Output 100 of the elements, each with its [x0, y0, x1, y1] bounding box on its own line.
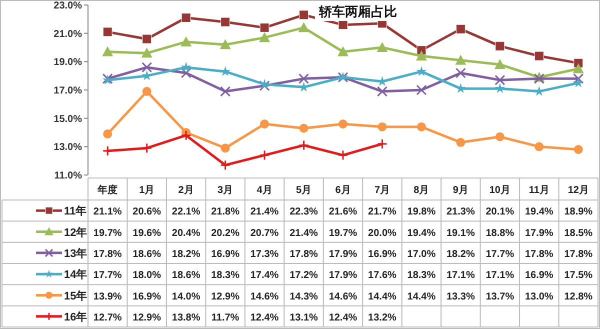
- point: [416, 84, 427, 96]
- point: [495, 41, 505, 51]
- data-label: 21.6%: [328, 206, 358, 218]
- data-label: 17.8%: [524, 248, 554, 260]
- x-tick-label: 1月: [139, 185, 155, 196]
- data-label: 19.8%: [407, 206, 436, 218]
- data-label: 21.3%: [446, 206, 475, 218]
- data-label: 20.6%: [132, 206, 162, 218]
- point: [376, 138, 388, 150]
- x-tick-label: 年度: [96, 184, 118, 196]
- point: [298, 73, 310, 84]
- point: [102, 27, 112, 37]
- point: [141, 48, 152, 58]
- data-label: 16.9%: [132, 291, 162, 302]
- data-label: 19.4%: [524, 206, 554, 218]
- data-label: 14.4%: [407, 291, 436, 302]
- x-tick-label: 6月: [335, 185, 351, 196]
- x-tick-label: 11月: [528, 185, 550, 196]
- point: [180, 130, 192, 141]
- data-label: 12.9%: [132, 312, 162, 324]
- data-label: 14.3%: [290, 291, 318, 302]
- x-tick-label: 5月: [296, 185, 312, 196]
- data-label: 22.3%: [290, 206, 318, 218]
- data-label: 20.2%: [211, 228, 240, 239]
- data-label: 17.9%: [328, 248, 358, 260]
- data-label: 17.1%: [486, 270, 514, 282]
- point: [573, 78, 584, 88]
- x-tick-label: 8月: [414, 185, 430, 196]
- point: [102, 46, 114, 56]
- data-label: 11.7%: [211, 312, 240, 324]
- data-label: 18.6%: [132, 248, 162, 260]
- point: [220, 86, 231, 97]
- data-label: 17.7%: [486, 248, 514, 260]
- data-label: 21.4%: [250, 206, 279, 218]
- point: [181, 13, 191, 22]
- data-label: 13.2%: [368, 312, 397, 324]
- point: [103, 129, 112, 138]
- data-label: 17.1%: [446, 270, 475, 282]
- point: [416, 122, 426, 132]
- data-label: 18.9%: [564, 206, 593, 218]
- data-label: 17.8%: [93, 248, 122, 260]
- data-label: 14.6%: [250, 291, 279, 302]
- point: [572, 63, 584, 74]
- data-label: 14.0%: [172, 291, 200, 302]
- point: [534, 142, 544, 152]
- data-label: 18.5%: [564, 228, 593, 239]
- x-tick-label: 7月: [374, 185, 390, 196]
- data-label: 17.0%: [407, 248, 436, 260]
- point: [298, 140, 310, 150]
- legend-label: 13年: [64, 246, 88, 260]
- data-label: 17.2%: [290, 270, 318, 282]
- point: [573, 73, 584, 84]
- point: [455, 68, 466, 78]
- data-label: 12.7%: [93, 312, 122, 324]
- data-label: 17.6%: [368, 270, 397, 282]
- data-label: 20.0%: [368, 228, 397, 239]
- point: [494, 59, 506, 69]
- data-label: 20.4%: [172, 228, 200, 239]
- data-label: 13.9%: [93, 291, 122, 302]
- data-label: 14.4%: [368, 291, 397, 302]
- point: [338, 120, 348, 128]
- point: [259, 150, 270, 160]
- point: [220, 144, 230, 153]
- point: [259, 32, 270, 42]
- data-label: 12.4%: [328, 312, 358, 324]
- data-label: 21.7%: [368, 206, 397, 218]
- data-label: 17.3%: [250, 248, 279, 260]
- data-label: 18.6%: [172, 270, 200, 282]
- data-label: 12.4%: [250, 312, 279, 324]
- data-label: 18.3%: [407, 270, 436, 282]
- data-label: 17.8%: [290, 248, 318, 260]
- point: [495, 132, 504, 142]
- data-label: 13.1%: [290, 312, 318, 324]
- x-tick-label: 9月: [452, 185, 468, 196]
- point: [220, 39, 231, 50]
- data-label: 16.9%: [524, 270, 554, 282]
- point: [220, 160, 231, 170]
- data-label: 18.0%: [132, 270, 162, 282]
- point: [299, 124, 308, 133]
- data-label: 17.9%: [328, 270, 358, 282]
- x-tick-label: 3月: [218, 185, 234, 196]
- data-label: 12.8%: [564, 291, 593, 302]
- point: [142, 86, 152, 96]
- point: [299, 10, 309, 20]
- data-label: 17.4%: [250, 270, 279, 282]
- data-label: 17.7%: [93, 270, 122, 282]
- point: [260, 22, 270, 32]
- x-tick-label: 12月: [568, 185, 589, 196]
- point: [102, 146, 113, 156]
- legend-label: 15年: [64, 289, 88, 302]
- x-tick-label: 4月: [256, 185, 272, 196]
- data-label: 13.0%: [524, 291, 554, 302]
- point: [298, 22, 310, 32]
- x-tick-label: 2月: [178, 185, 194, 196]
- x-tick-label: 10月: [489, 185, 510, 196]
- legend-label: 12年: [64, 226, 88, 239]
- point: [260, 120, 270, 128]
- point: [455, 54, 466, 65]
- data-label: 17.9%: [524, 228, 554, 239]
- data-label: 12.9%: [211, 291, 240, 302]
